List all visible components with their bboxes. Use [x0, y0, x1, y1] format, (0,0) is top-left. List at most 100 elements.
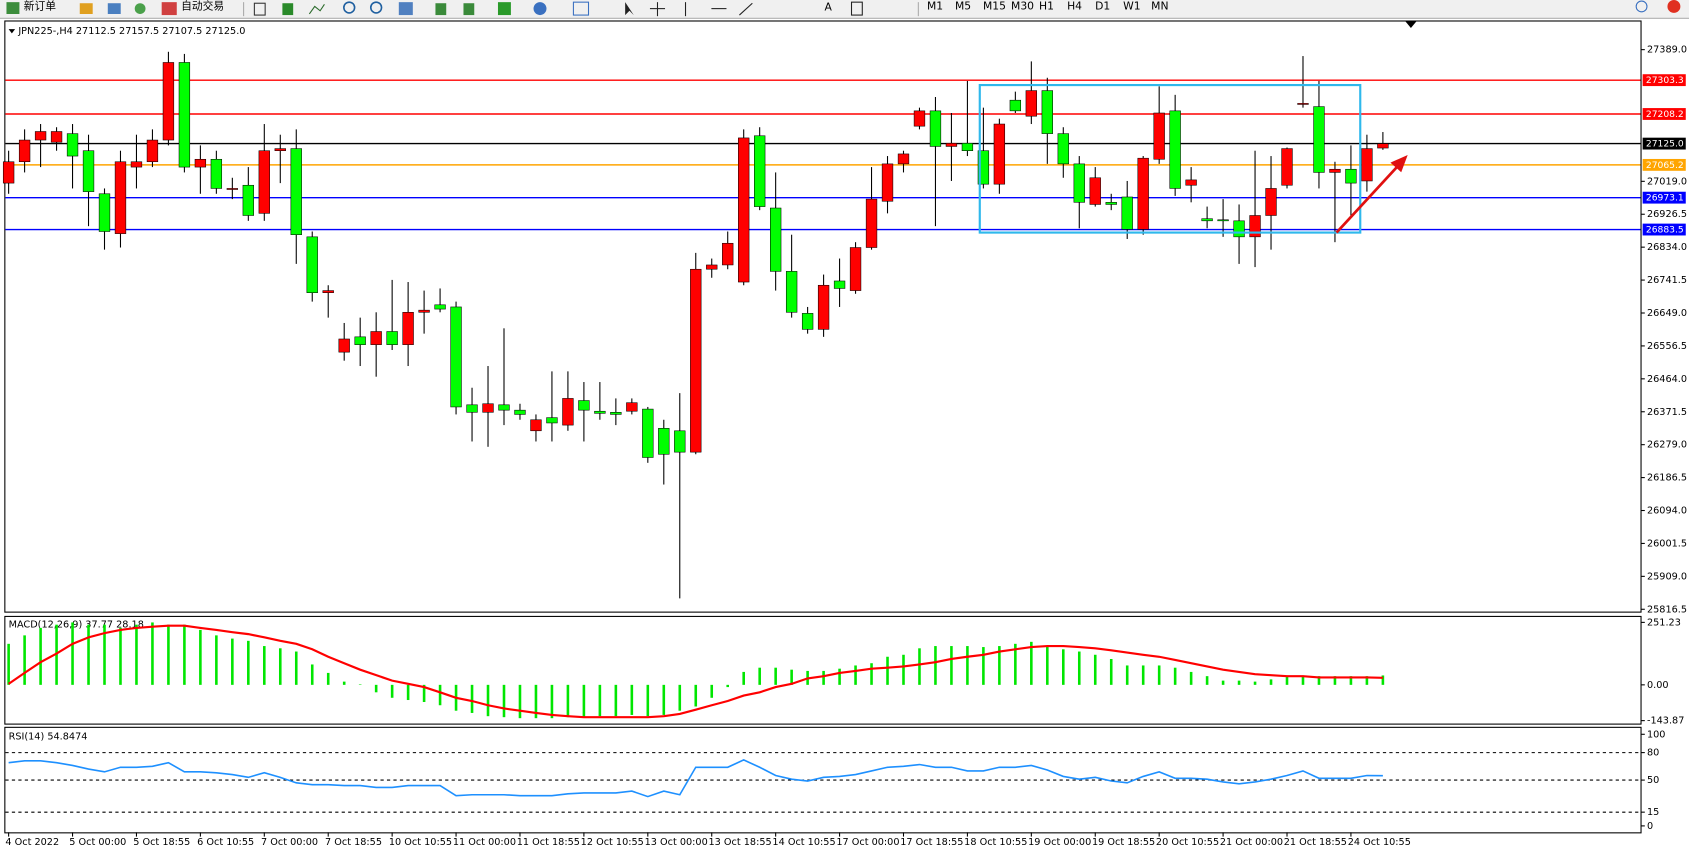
x-tick-label: 10 Oct 10:55 — [389, 837, 452, 848]
candle-body — [1345, 168, 1357, 184]
candle-body — [913, 110, 926, 127]
timeframe-button[interactable]: H1 — [1039, 0, 1054, 12]
x-tick-label: 21 Oct 18:55 — [1284, 837, 1347, 848]
timeframe-button[interactable]: M5 — [955, 0, 971, 12]
signal-line — [8, 624, 1383, 719]
macd-bar — [886, 656, 889, 685]
candle-body — [1025, 90, 1037, 117]
level-tag — [1642, 108, 1686, 120]
candle-body — [1185, 179, 1197, 186]
y-tick-label: 26649.0 — [1647, 308, 1687, 319]
candle-body — [817, 284, 830, 330]
icon[interactable] — [107, 3, 121, 14]
templates-icon[interactable] — [572, 1, 590, 16]
zoom-out-icon[interactable] — [369, 1, 383, 14]
y-tick-label: 100 — [1647, 729, 1666, 740]
timeframe-button[interactable]: W1 — [1123, 0, 1141, 12]
icon[interactable] — [79, 3, 93, 14]
macd-bar — [710, 684, 714, 698]
macd-bar — [982, 647, 985, 685]
candle-body — [354, 336, 366, 345]
candle-body — [1201, 218, 1213, 222]
macd-bar — [151, 622, 154, 685]
candle-body — [1041, 90, 1053, 134]
x-tick-label: 17 Oct 00:00 — [836, 837, 899, 848]
y-tick-label: 26556.5 — [1647, 341, 1687, 352]
trendline-icon[interactable] — [739, 2, 753, 16]
macd-bar — [294, 651, 298, 685]
candle-icon[interactable] — [282, 3, 294, 16]
candle-body — [626, 402, 638, 412]
notification-icon[interactable] — [1667, 0, 1681, 13]
candle-body — [738, 137, 750, 283]
periods-icon[interactable] — [533, 2, 547, 16]
candle-body — [897, 153, 910, 165]
candle-body — [194, 158, 207, 168]
indicators-icon[interactable] — [497, 2, 511, 16]
candle-body — [1313, 106, 1325, 173]
level-tag — [1642, 223, 1686, 236]
level-tag-label: 27125.0 — [1646, 140, 1684, 150]
tile-icon[interactable] — [398, 2, 413, 16]
macd-bar — [374, 684, 378, 693]
candle-body — [594, 410, 606, 414]
x-tick-label: 13 Oct 18:55 — [709, 837, 772, 848]
search-icon[interactable] — [1635, 0, 1648, 13]
macd-bar — [23, 635, 26, 685]
timeframe-button[interactable]: M30 — [1011, 0, 1034, 12]
cursor-icon[interactable] — [625, 2, 634, 16]
candle-body — [674, 430, 686, 453]
timeframe-button[interactable]: MN — [1151, 0, 1168, 12]
macd-bar — [406, 684, 410, 701]
macd-bar — [1061, 649, 1065, 685]
candle-body — [514, 409, 526, 415]
macd-bar — [247, 640, 250, 685]
timeframe-button[interactable]: H4 — [1067, 0, 1082, 12]
level-tag — [1642, 137, 1686, 150]
candle-body — [961, 142, 974, 151]
candle-body — [498, 404, 510, 411]
auto-trading-icon[interactable] — [161, 2, 177, 16]
macd-bar — [390, 684, 394, 698]
zoom-in-icon[interactable] — [343, 1, 356, 14]
macd-bar — [1157, 665, 1161, 685]
line-icon[interactable] — [308, 4, 325, 15]
candle-body — [1121, 196, 1133, 230]
macd-bar — [1189, 671, 1193, 685]
x-tick-label: 7 Oct 18:55 — [325, 837, 382, 848]
timeframe-button[interactable]: M15 — [983, 0, 1006, 12]
icon[interactable] — [463, 3, 475, 16]
y-tick-label: -143.87 — [1647, 716, 1684, 727]
x-tick-label: 21 Oct 00:00 — [1220, 837, 1283, 848]
macd-bar — [838, 668, 841, 685]
macd-bar — [422, 684, 426, 703]
auto-trading-button[interactable]: 自动交易 — [181, 0, 224, 12]
candle-body — [562, 398, 574, 426]
y-tick-label: 26001.5 — [1647, 538, 1687, 549]
icon[interactable] — [435, 3, 447, 16]
new-order-button[interactable]: 新订单 — [24, 0, 57, 12]
icon[interactable] — [134, 3, 146, 14]
toolbar-bg — [0, 0, 1689, 19]
y-tick-label: 27019.0 — [1647, 176, 1687, 187]
x-tick-label: 7 Oct 00:00 — [261, 837, 318, 848]
label-tool[interactable] — [850, 1, 863, 16]
macd-bar — [566, 684, 570, 718]
macd-bar — [55, 624, 58, 685]
text-tool[interactable]: A — [825, 1, 833, 14]
candle-body — [402, 312, 414, 345]
candle-body — [146, 139, 159, 163]
timeframe-button[interactable]: M1 — [927, 0, 943, 12]
macd-bar — [183, 624, 186, 685]
timeframe-button[interactable]: D1 — [1095, 0, 1110, 12]
macd-bar — [1381, 675, 1385, 685]
bar-chart-icon[interactable] — [253, 2, 266, 16]
macd-bar — [199, 629, 202, 685]
symbol-menu-arrow[interactable] — [8, 29, 16, 34]
y-tick-label: 26741.5 — [1647, 275, 1687, 286]
x-tick-label: 19 Oct 00:00 — [1028, 837, 1091, 848]
new-order-icon[interactable] — [6, 2, 20, 14]
macd-bar — [470, 684, 474, 713]
macd-bar — [502, 684, 506, 718]
